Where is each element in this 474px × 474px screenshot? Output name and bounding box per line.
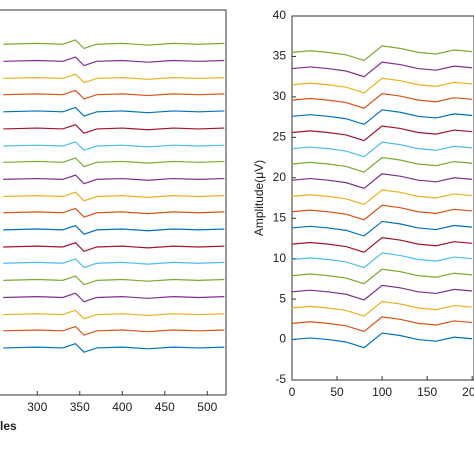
trace [3,242,225,252]
y-tick-label: 5 [279,291,286,305]
trace [3,157,225,168]
trace [3,258,225,269]
x-tick-label: 500 [197,400,217,414]
x-tick-label: 0 [289,385,296,399]
y-tick-label: 35 [273,49,287,63]
trace [291,93,473,109]
trace [3,275,225,286]
plot-frame [291,15,474,381]
trace [3,56,225,67]
x-tick-label: 300 [27,400,47,414]
trace [291,45,473,62]
trace [3,207,225,218]
y-tick-label: 15 [273,210,287,224]
x-tick-label: 200 [462,385,474,399]
y-tick-label: -5 [275,372,286,386]
trace [3,342,225,353]
trace [291,141,473,158]
trace [291,156,473,173]
trace [291,189,473,206]
trace [3,224,225,235]
trace [3,39,225,50]
trace [291,61,473,78]
x-tick-label: 400 [112,400,132,414]
trace [291,237,473,253]
x-tick-label: 50 [330,385,344,399]
trace [3,89,225,100]
trace [291,173,473,189]
trace [291,316,473,333]
y-tick-label: 10 [273,251,287,265]
x-tick-label: 150 [417,385,437,399]
trace [291,77,473,94]
trace [3,106,225,117]
trace [3,325,225,336]
trace [3,292,225,303]
trace [291,220,473,237]
trace [3,309,225,320]
x-tick-label: 100 [372,385,392,399]
y-tick-label: 25 [273,130,287,144]
x-axis-label: les [0,419,17,433]
trace [291,300,473,317]
trace [3,123,225,134]
trace [291,284,473,301]
trace [3,191,225,202]
trace [291,204,473,221]
y-axis-label: Amplitude(μV) [252,160,266,236]
trace [291,109,473,126]
plot-frame [0,9,227,396]
y-tick-label: 30 [273,89,287,103]
x-tick-label: 350 [70,400,90,414]
x-tick-label: 450 [155,400,175,414]
trace [291,252,473,269]
trace [3,174,225,185]
trace [3,141,225,151]
y-tick-label: 0 [279,332,286,346]
trace [291,268,473,285]
y-tick-label: 20 [273,170,287,184]
y-tick-label: 40 [273,8,287,22]
trace [291,125,473,142]
trace [3,73,225,84]
trace [291,332,473,349]
